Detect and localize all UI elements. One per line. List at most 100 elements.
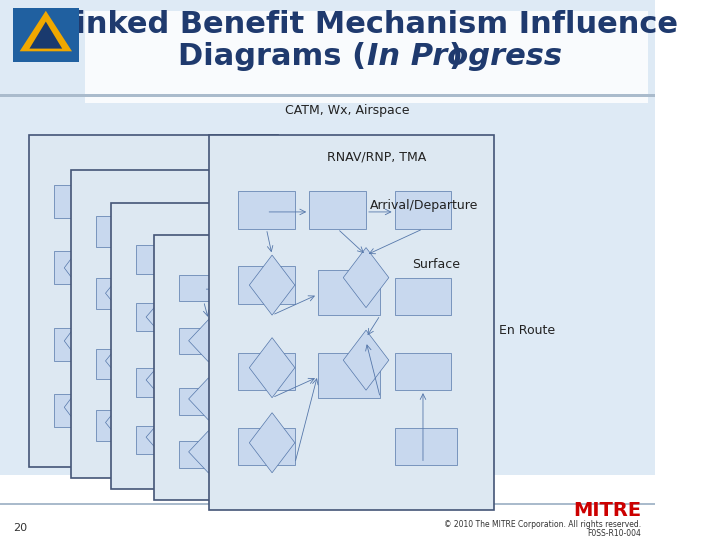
FancyBboxPatch shape [395,428,457,465]
Polygon shape [189,378,228,420]
FancyBboxPatch shape [315,335,365,362]
FancyBboxPatch shape [154,235,402,500]
Polygon shape [64,381,104,434]
FancyBboxPatch shape [96,410,145,441]
Text: Surface: Surface [413,258,460,271]
Text: Diagrams (: Diagrams ( [179,42,366,71]
FancyBboxPatch shape [179,441,228,468]
FancyBboxPatch shape [273,426,328,454]
FancyBboxPatch shape [191,261,241,294]
FancyBboxPatch shape [71,170,320,478]
FancyBboxPatch shape [112,202,360,489]
FancyBboxPatch shape [238,353,295,390]
Polygon shape [146,294,186,340]
Polygon shape [343,247,389,308]
FancyBboxPatch shape [124,328,179,367]
Polygon shape [106,398,145,447]
FancyBboxPatch shape [273,368,323,397]
FancyBboxPatch shape [395,191,451,229]
Text: MITRE: MITRE [573,501,642,520]
FancyBboxPatch shape [191,328,241,361]
FancyBboxPatch shape [273,311,323,340]
Text: ): ) [449,42,462,71]
FancyBboxPatch shape [248,388,303,420]
FancyBboxPatch shape [210,135,494,510]
FancyBboxPatch shape [124,254,179,294]
FancyBboxPatch shape [54,185,104,218]
Text: RNAV/RNP, TMA: RNAV/RNP, TMA [328,150,426,163]
FancyBboxPatch shape [158,217,207,247]
FancyBboxPatch shape [165,281,220,318]
Polygon shape [19,11,72,51]
FancyBboxPatch shape [395,278,451,315]
FancyBboxPatch shape [206,306,261,340]
FancyBboxPatch shape [395,353,451,390]
FancyBboxPatch shape [54,251,104,285]
FancyBboxPatch shape [318,353,380,397]
Polygon shape [271,314,310,356]
FancyBboxPatch shape [96,217,145,247]
FancyBboxPatch shape [198,245,248,274]
Text: © 2010 The MITRE Corporation. All rights reserved.: © 2010 The MITRE Corporation. All rights… [444,521,642,529]
FancyBboxPatch shape [233,287,282,318]
FancyBboxPatch shape [318,270,380,315]
FancyBboxPatch shape [238,428,295,465]
FancyBboxPatch shape [13,8,78,62]
FancyBboxPatch shape [136,368,186,397]
FancyBboxPatch shape [85,11,648,103]
Text: CATM, Wx, Airspace: CATM, Wx, Airspace [284,104,409,117]
FancyBboxPatch shape [54,394,104,427]
Polygon shape [249,338,295,397]
FancyBboxPatch shape [96,278,145,309]
FancyBboxPatch shape [165,349,220,386]
FancyBboxPatch shape [30,135,278,467]
FancyBboxPatch shape [233,217,282,247]
Polygon shape [146,357,186,403]
FancyBboxPatch shape [136,302,186,331]
Text: Linked Benefit Mechanism Influence: Linked Benefit Mechanism Influence [55,10,678,39]
Polygon shape [106,336,145,386]
FancyBboxPatch shape [54,328,104,361]
Text: En Route: En Route [499,324,555,337]
FancyBboxPatch shape [315,275,365,301]
FancyBboxPatch shape [0,503,654,505]
FancyBboxPatch shape [238,191,295,229]
FancyBboxPatch shape [179,327,228,354]
Polygon shape [228,352,268,397]
Polygon shape [189,320,228,362]
Polygon shape [228,288,268,334]
FancyBboxPatch shape [0,0,654,540]
FancyBboxPatch shape [206,368,261,403]
FancyBboxPatch shape [233,410,287,441]
FancyBboxPatch shape [136,245,186,274]
Polygon shape [146,234,186,288]
Polygon shape [64,314,104,367]
FancyBboxPatch shape [248,330,303,362]
FancyBboxPatch shape [0,475,654,540]
FancyBboxPatch shape [315,441,370,468]
Polygon shape [249,255,295,315]
FancyBboxPatch shape [273,245,323,274]
FancyBboxPatch shape [241,275,291,301]
FancyBboxPatch shape [309,191,366,229]
Polygon shape [106,268,145,318]
FancyBboxPatch shape [117,185,166,218]
FancyBboxPatch shape [191,185,241,218]
FancyBboxPatch shape [238,266,295,304]
Text: F0SS-R10-004: F0SS-R10-004 [588,529,642,538]
FancyBboxPatch shape [315,388,365,415]
FancyBboxPatch shape [136,426,186,454]
FancyBboxPatch shape [179,275,228,301]
Polygon shape [188,262,228,312]
Polygon shape [188,330,228,380]
FancyBboxPatch shape [233,349,282,380]
Polygon shape [249,413,295,473]
FancyBboxPatch shape [191,394,246,427]
Polygon shape [343,330,389,390]
Text: 20: 20 [13,523,27,533]
Polygon shape [64,241,104,294]
Polygon shape [146,414,186,460]
Polygon shape [30,22,62,49]
Polygon shape [271,373,310,415]
Text: In Progress: In Progress [366,42,562,71]
